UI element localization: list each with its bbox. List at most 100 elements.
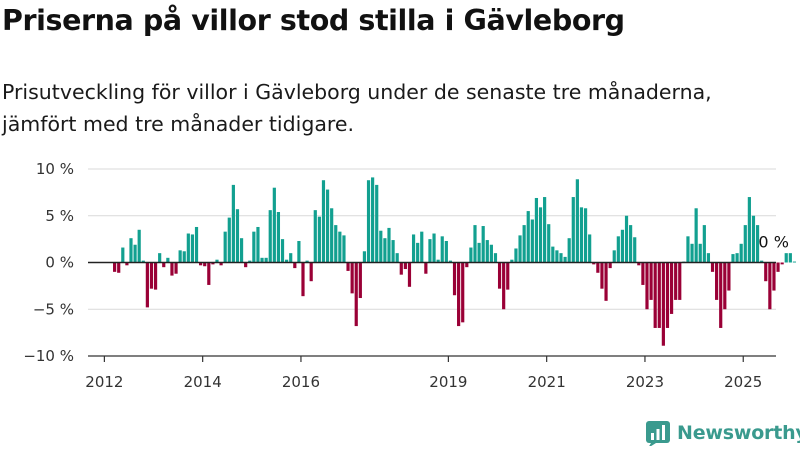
- bar: [645, 262, 649, 310]
- bar: [637, 262, 641, 266]
- y-tick-label: −10 %: [23, 347, 74, 365]
- bar: [629, 225, 633, 263]
- bar: [346, 262, 350, 271]
- bar: [555, 250, 559, 263]
- bar: [657, 262, 661, 328]
- bar: [285, 259, 289, 263]
- bar: [309, 262, 313, 282]
- bar: [391, 240, 395, 263]
- bar: [125, 262, 129, 266]
- bar: [579, 207, 584, 263]
- bar: [219, 262, 223, 266]
- bar: [342, 235, 346, 263]
- bar: [506, 262, 510, 290]
- bar: [563, 256, 567, 263]
- bar: [760, 260, 764, 263]
- bar: [293, 262, 297, 269]
- bar: [375, 184, 379, 263]
- bar: [477, 242, 481, 263]
- bar: [543, 197, 547, 263]
- bar: [481, 226, 485, 263]
- x-axis: 2012 2014 2016 2019 2021 2023 2025: [85, 355, 776, 391]
- bar: [174, 262, 178, 274]
- bar: [379, 230, 383, 263]
- bar: [575, 179, 579, 263]
- bar: [227, 217, 231, 263]
- bar: [145, 262, 149, 308]
- bar: [305, 260, 309, 263]
- bar: [440, 236, 444, 263]
- logo-text: Newsworthy: [677, 422, 800, 444]
- bar: [313, 210, 317, 263]
- bar: [268, 210, 272, 263]
- chart-subtitle: Prisutveckling för villor i Gävleborg un…: [2, 80, 712, 136]
- bar: [223, 231, 227, 263]
- bar: [264, 257, 268, 263]
- bar: [387, 227, 391, 263]
- y-axis-tick-labels: −10 % −5 % 0 % 5 % 10 %: [23, 160, 74, 365]
- bar: [420, 231, 424, 263]
- bar: [776, 262, 780, 272]
- bar: [280, 239, 285, 263]
- bar: [162, 262, 166, 268]
- bar: [321, 180, 326, 263]
- bar: [751, 215, 756, 263]
- bar: [190, 234, 195, 263]
- bar: [399, 262, 403, 275]
- bar: [366, 180, 371, 263]
- bar: [260, 257, 264, 263]
- bar: [252, 231, 256, 263]
- bar: [317, 216, 321, 263]
- bar: [497, 262, 502, 289]
- newsworthy-chart-icon: [646, 421, 670, 446]
- bar: [727, 262, 731, 291]
- bar: [362, 251, 367, 263]
- bar: [559, 253, 563, 263]
- bar: [207, 262, 211, 285]
- bar: [272, 187, 276, 263]
- bar: [571, 197, 575, 263]
- bar: [518, 235, 522, 263]
- bar: [702, 225, 706, 263]
- bar: [493, 253, 498, 263]
- bar: [624, 215, 629, 263]
- bar: [698, 243, 702, 263]
- bar: [551, 246, 555, 263]
- bar: [231, 184, 235, 263]
- bar: [596, 262, 600, 273]
- bar: [113, 262, 117, 272]
- bar: [784, 253, 788, 263]
- bar: [203, 262, 207, 267]
- bar: [276, 212, 281, 263]
- bar: [199, 262, 203, 266]
- bar: [465, 262, 469, 268]
- bar: [510, 259, 514, 263]
- bar: [690, 243, 694, 263]
- bar: [547, 224, 551, 263]
- bar: [407, 262, 412, 287]
- bar: [588, 234, 592, 263]
- bar: [735, 253, 739, 263]
- bar: [792, 261, 797, 263]
- bar: [502, 262, 506, 310]
- bar: [235, 209, 240, 263]
- bar: [256, 226, 260, 263]
- bar: [137, 229, 141, 263]
- bar: [686, 236, 690, 263]
- x-tick-label: 2016: [282, 373, 320, 391]
- bar: [129, 238, 133, 263]
- x-tick-label: 2012: [85, 373, 123, 391]
- bar: [694, 208, 698, 263]
- bar: [330, 208, 334, 263]
- bar: [158, 253, 162, 263]
- y-tick-label: 10 %: [36, 160, 74, 178]
- x-tick-label: 2023: [626, 373, 664, 391]
- bar: [706, 253, 711, 263]
- bar: [334, 225, 338, 263]
- x-tick-label: 2019: [429, 373, 467, 391]
- bar: [649, 262, 653, 300]
- bar: [768, 262, 772, 310]
- bar: [121, 247, 125, 263]
- annotations: 0 %: [758, 233, 788, 252]
- bar: [473, 225, 477, 263]
